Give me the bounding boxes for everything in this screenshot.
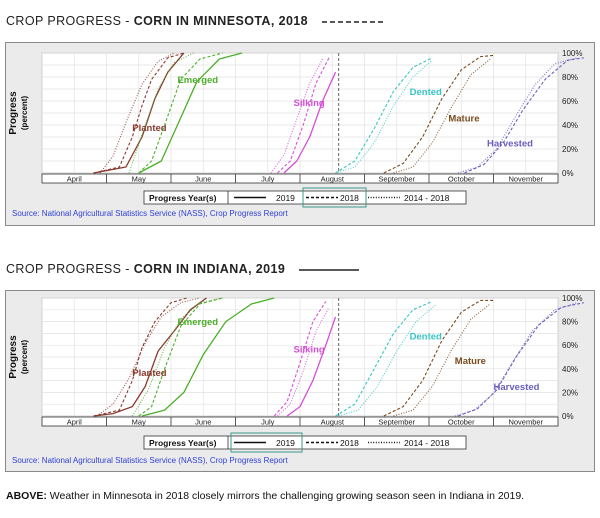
series-line-planted-2018 (93, 52, 185, 174)
y-axis-label-group: Progress (percent) (8, 335, 29, 379)
chart-1-heading: CROP PROGRESS - CORN IN MINNESOTA, 2018 (6, 14, 384, 28)
x-tick-label: November (508, 175, 543, 184)
series-line-emerged-2014-2018 (128, 52, 194, 174)
chart-2-panel: 0% 20% 40% 60% 80% 100% Progress (percent) April… (5, 290, 595, 472)
series-line-planted-2018 (93, 297, 188, 417)
series-line-emerged-2014-2018 (131, 297, 223, 417)
series-line-silking-2018 (273, 301, 327, 417)
y-tick-label: 0% (562, 169, 574, 178)
stage-label-mature: Mature (448, 113, 479, 124)
x-tick-label: June (195, 175, 211, 184)
series-line-silking-2018 (277, 57, 330, 174)
chart-1-heading-title: CORN IN MINNESOTA, 2018 (133, 14, 309, 28)
y-tick-label: 20% (562, 388, 578, 397)
stage-label-planted: Planted (132, 368, 167, 379)
figure-caption: ABOVE: Weather in Minnesota in 2018 clos… (6, 490, 524, 502)
legend-label: 2019 (276, 193, 295, 203)
legend-highlight (302, 187, 367, 208)
series-line-dented-2018 (335, 57, 433, 174)
x-tick-label: April (67, 418, 82, 427)
x-tick-label: September (378, 175, 415, 184)
x-tick-label: November (508, 418, 543, 427)
chart-1-source[interactable]: Source: National Agricultural Statistics… (12, 209, 288, 218)
series-line-mature-2018 (383, 299, 494, 417)
legend-box (143, 435, 467, 450)
x-tick-label: July (261, 175, 275, 184)
heading-rule-solid (299, 268, 360, 271)
chart-2-heading-title: CORN IN INDIANA, 2019 (133, 262, 286, 276)
heading-rule-dashed (321, 20, 384, 23)
x-tick-label: October (448, 175, 475, 184)
chart-2-heading-prefix: CROP PROGRESS - (6, 262, 134, 276)
stage-label-harvested: Harvested (494, 382, 540, 393)
stage-label-harvested: Harvested (487, 139, 533, 150)
legend: Progress Year(s) 2019 2018 2014 - 2018 (143, 432, 467, 453)
y-axis-label: Progress (8, 91, 19, 135)
legend-label: 2014 - 2018 (404, 438, 450, 448)
stage-label-planted: Planted (132, 123, 167, 134)
x-tick-label: April (67, 175, 82, 184)
stage-label-emerged: Emerged (177, 317, 218, 328)
caption-text: Weather in Minnesota in 2018 closely mir… (46, 490, 525, 502)
y-tick-label: 60% (562, 341, 578, 350)
legend-label: 2014 - 2018 (404, 193, 450, 203)
legend-box (143, 190, 467, 205)
series-line-harvested-2018 (464, 57, 584, 174)
x-tick-label: June (195, 418, 211, 427)
chart-2-heading: CROP PROGRESS - CORN IN INDIANA, 2019 (6, 262, 360, 276)
x-tick-label: May (132, 175, 146, 184)
y-tick-label: 100% (562, 294, 582, 303)
y-tick-label: 0% (562, 412, 574, 421)
chart-2-svg: 0% 20% 40% 60% 80% 100% Progress (percent) April… (8, 294, 584, 453)
series-line-dented-2018 (335, 300, 433, 417)
chart-1-panel: 0% 20% 40% 60% 80% 100% Progress (percent) April… (5, 42, 595, 226)
stage-label-dented: Dented (410, 331, 442, 342)
legend: Progress Year(s) 2019 2018 2014 - 2018 (143, 187, 467, 208)
x-tick-label: October (448, 418, 475, 427)
legend-label: 2018 (340, 193, 359, 203)
x-tick-label: August (321, 175, 345, 184)
y-axis-unit-label: (percent) (20, 340, 29, 375)
y-tick-label: 60% (562, 97, 578, 106)
x-tick-label: July (261, 418, 275, 427)
series-line-emerged-2018 (138, 52, 223, 174)
chart-1-heading-prefix: CROP PROGRESS - (6, 14, 134, 28)
legend-label: 2019 (276, 438, 295, 448)
x-tick-label: May (132, 418, 146, 427)
stage-label-silking: Silking (294, 344, 325, 355)
stage-label-emerged: Emerged (177, 75, 218, 86)
series-line-silking-2014-2018 (277, 307, 330, 417)
y-axis-label: Progress (8, 335, 19, 379)
y-tick-label: 40% (562, 121, 578, 130)
caption-lead: ABOVE: (6, 490, 47, 502)
y-tick-label: 80% (562, 318, 578, 327)
chart-2-source[interactable]: Source: National Agricultural Statistics… (12, 456, 288, 465)
x-tick-label: August (321, 418, 345, 427)
y-tick-label: 40% (562, 365, 578, 374)
legend-title: Progress Year(s) (149, 193, 217, 203)
legend-label: 2018 (340, 438, 359, 448)
y-axis-unit-label: (percent) (20, 96, 29, 131)
series-line-dented-2014-2018 (338, 304, 436, 417)
legend-title: Progress Year(s) (149, 438, 217, 448)
stage-label-silking: Silking (294, 98, 325, 109)
legend-highlight (230, 432, 303, 453)
x-tick-label: September (378, 418, 415, 427)
series-line-emerged-2019 (141, 297, 275, 417)
series-line-silking-2019 (283, 71, 337, 174)
series-line-silking-2019 (286, 316, 337, 417)
y-tick-label: 20% (562, 145, 578, 154)
series-line-mature-2018 (383, 54, 494, 174)
stage-label-dented: Dented (410, 87, 442, 98)
y-axis-label-group: Progress (percent) (8, 91, 29, 135)
stage-label-mature: Mature (455, 356, 486, 367)
series-line-emerged-2019 (138, 52, 243, 174)
y-tick-label: 80% (562, 73, 578, 82)
y-tick-label: 100% (562, 49, 582, 58)
chart-1-svg: 0% 20% 40% 60% 80% 100% Progress (percent) April… (8, 49, 584, 208)
series-line-silking-2014-2018 (270, 58, 324, 174)
